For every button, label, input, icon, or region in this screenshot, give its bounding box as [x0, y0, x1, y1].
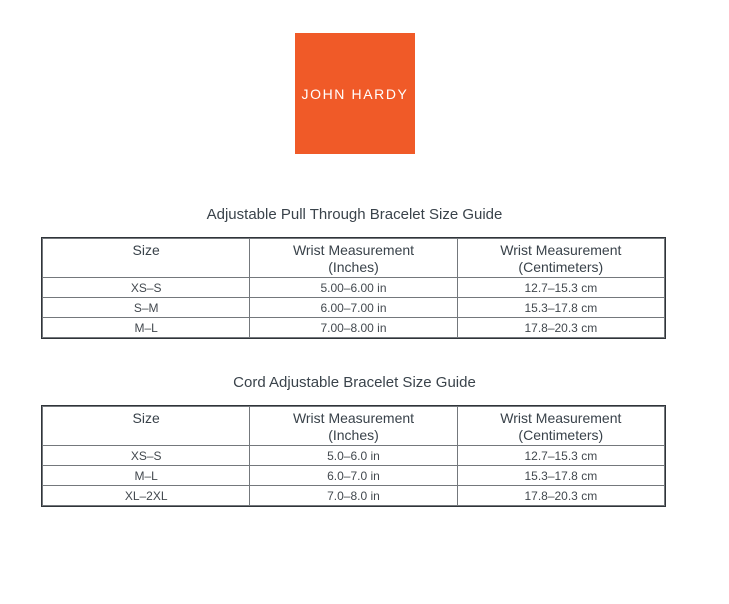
header-line: (Centimeters): [518, 259, 604, 275]
column-header-inches: Wrist Measurement (Inches): [249, 238, 458, 278]
column-header-centimeters: Wrist Measurement (Centimeters): [456, 238, 666, 278]
size-cell: XS–S: [41, 445, 251, 466]
cm-cell: 15.3–17.8 cm: [456, 297, 666, 318]
inches-cell: 7.00–8.00 in: [249, 317, 458, 338]
table-header-row: Size Wrist Measurement (Inches) Wrist Me…: [41, 406, 666, 446]
table-row: XL–2XL 7.0–8.0 in 17.8–20.3 cm: [41, 485, 666, 506]
column-header-size: Size: [41, 406, 251, 446]
cord-adjustable-size-guide-title: Cord Adjustable Bracelet Size Guide: [233, 374, 476, 391]
header-line: Size: [132, 242, 160, 258]
table-row: XS–S 5.00–6.00 in 12.7–15.3 cm: [41, 277, 666, 298]
header-line: Wrist Measurement: [292, 242, 415, 258]
brand-logo-text: JOHN HARDY: [301, 85, 409, 102]
inches-cell: 6.0–7.0 in: [249, 465, 458, 486]
table-row: XS–S 5.0–6.0 in 12.7–15.3 cm: [41, 445, 666, 466]
cm-cell: 17.8–20.3 cm: [456, 317, 666, 338]
size-cell: S–M: [41, 297, 251, 318]
cord-adjustable-size-guide-table: Size Wrist Measurement (Inches) Wrist Me…: [41, 405, 666, 507]
header-line: Size: [132, 410, 160, 426]
size-cell: M–L: [41, 317, 251, 338]
cm-cell: 15.3–17.8 cm: [456, 465, 666, 486]
pull-through-size-guide-title: Adjustable Pull Through Bracelet Size Gu…: [206, 206, 503, 223]
inches-cell: 5.0–6.0 in: [249, 445, 458, 466]
header-line: Wrist Measurement: [500, 242, 622, 258]
size-cell: XS–S: [41, 277, 251, 298]
column-header-size: Size: [41, 238, 251, 278]
header-line: (Inches): [328, 427, 379, 443]
inches-cell: 6.00–7.00 in: [249, 297, 458, 318]
brand-logo: JOHN HARDY: [295, 33, 415, 154]
cm-cell: 12.7–15.3 cm: [456, 277, 666, 298]
table-row: M–L 7.00–8.00 in 17.8–20.3 cm: [41, 317, 666, 338]
table-row: S–M 6.00–7.00 in 15.3–17.8 cm: [41, 297, 666, 318]
cm-cell: 12.7–15.3 cm: [456, 445, 666, 466]
header-line: Wrist Measurement: [500, 410, 622, 426]
column-header-inches: Wrist Measurement (Inches): [249, 406, 458, 446]
size-cell: XL–2XL: [41, 485, 251, 506]
pull-through-size-guide-table: Size Wrist Measurement (Inches) Wrist Me…: [41, 237, 666, 339]
header-line: (Inches): [328, 259, 379, 275]
cm-cell: 17.8–20.3 cm: [456, 485, 666, 506]
table-header-row: Size Wrist Measurement (Inches) Wrist Me…: [41, 238, 666, 278]
size-cell: M–L: [41, 465, 251, 486]
inches-cell: 7.0–8.0 in: [249, 485, 458, 506]
table-row: M–L 6.0–7.0 in 15.3–17.8 cm: [41, 465, 666, 486]
inches-cell: 5.00–6.00 in: [249, 277, 458, 298]
column-header-centimeters: Wrist Measurement (Centimeters): [456, 406, 666, 446]
header-line: (Centimeters): [518, 427, 604, 443]
header-line: Wrist Measurement: [292, 410, 415, 426]
